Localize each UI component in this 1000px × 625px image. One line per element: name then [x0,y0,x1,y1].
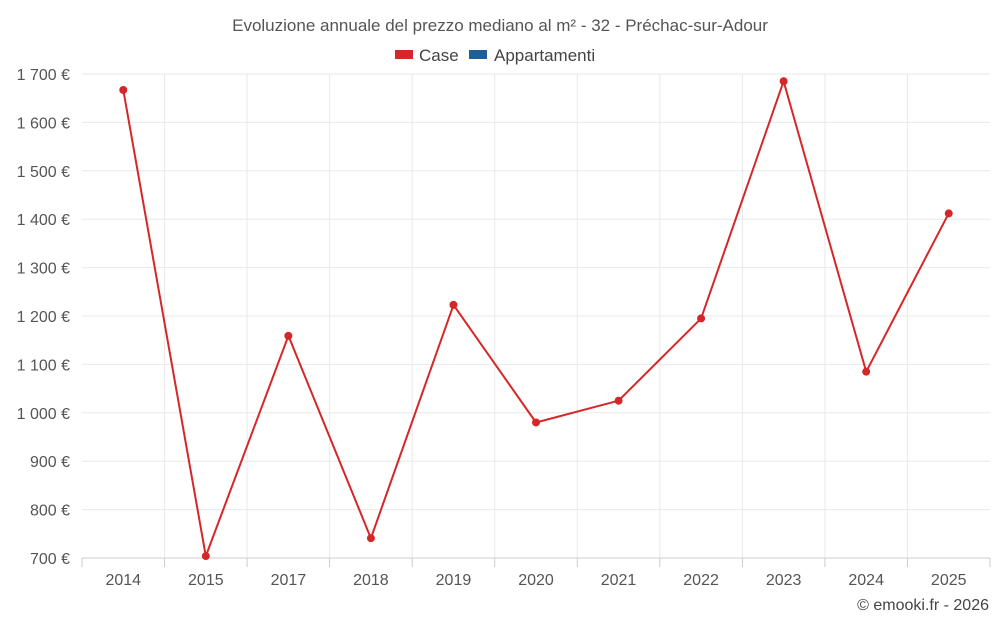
y-tick-label: 700 € [30,551,70,568]
x-tick-label: 2022 [683,572,719,589]
data-point[interactable] [862,367,871,376]
y-tick-label: 800 € [30,503,70,520]
data-point[interactable] [119,85,128,94]
x-tick-label: 2020 [518,572,554,589]
series-layer [119,77,953,561]
legend-swatch-appartamenti [469,50,487,59]
y-tick-label: 1 300 € [17,261,70,278]
x-tick-label: 2021 [601,572,637,589]
x-tick-label: 2017 [271,572,307,589]
x-tick-label: 2018 [353,572,389,589]
legend-label-case[interactable]: Case [419,46,459,65]
x-tick-label: 2024 [848,572,884,589]
data-point[interactable] [284,331,293,340]
x-tick-label: 2025 [931,572,967,589]
y-tick-label: 1 500 € [17,164,70,181]
x-tick-label: 2014 [105,572,141,589]
data-point[interactable] [614,396,623,405]
data-point[interactable] [944,209,953,218]
y-tick-label: 1 000 € [17,406,70,423]
legend-label-appartamenti[interactable]: Appartamenti [494,46,595,65]
data-point[interactable] [366,534,375,543]
grid [82,73,990,558]
legend: Case Appartamenti [395,46,595,65]
chart-title: Evoluzione annuale del prezzo mediano al… [232,16,768,35]
series-case [119,77,953,561]
y-tick-label: 1 100 € [17,357,70,374]
data-point[interactable] [779,77,788,86]
data-point[interactable] [697,314,706,323]
y-tick-label: 1 200 € [17,309,70,326]
y-tick-label: 1 600 € [17,115,70,132]
axes: 700 € 800 € 900 € 1 000 € 1 100 € 1 200 € 1 30… [17,67,991,589]
y-tick-label: 1 700 € [17,67,70,84]
legend-swatch-case [395,50,413,59]
x-tick-label: 2015 [188,572,224,589]
y-tick-label: 900 € [30,454,70,471]
x-tick-label: 2023 [766,572,802,589]
data-point[interactable] [201,552,210,561]
data-point[interactable] [532,418,540,427]
credit-text: © emooki.fr - 2026 [857,597,989,614]
x-tick-label: 2019 [436,572,472,589]
y-tick-label: 1 400 € [17,212,70,229]
data-point[interactable] [449,300,458,309]
